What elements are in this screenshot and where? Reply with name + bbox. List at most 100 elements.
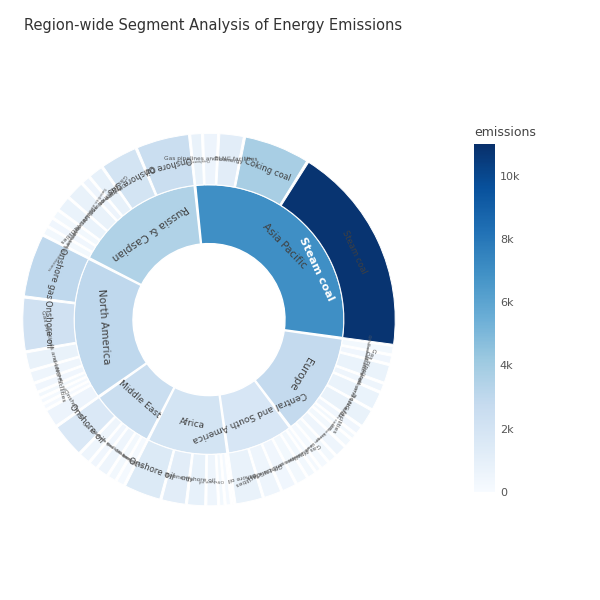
Wedge shape xyxy=(341,339,393,354)
Wedge shape xyxy=(41,377,88,403)
Wedge shape xyxy=(90,168,131,216)
Wedge shape xyxy=(302,412,344,455)
Text: Steam coal: Steam coal xyxy=(329,404,347,426)
Wedge shape xyxy=(291,424,328,467)
Text: Onshore oil: Onshore oil xyxy=(227,470,260,482)
Wedge shape xyxy=(74,259,146,396)
Wedge shape xyxy=(296,419,335,461)
Text: Onshore oil: Onshore oil xyxy=(62,389,84,420)
Text: Offshore gas: Offshore gas xyxy=(91,188,115,210)
Text: Bioenergy: Bioenergy xyxy=(335,391,355,419)
Text: Onshore oil: Onshore oil xyxy=(127,457,175,482)
Wedge shape xyxy=(89,185,200,284)
Text: Offshore oil: Offshore oil xyxy=(181,476,215,484)
Text: Offshore oil: Offshore oil xyxy=(60,231,76,255)
Wedge shape xyxy=(25,236,88,302)
Wedge shape xyxy=(137,134,194,195)
Wedge shape xyxy=(53,211,100,245)
Wedge shape xyxy=(59,199,107,239)
Text: Other: Other xyxy=(303,440,315,451)
Text: Onshore oil: Onshore oil xyxy=(145,154,193,175)
Wedge shape xyxy=(340,346,392,364)
Wedge shape xyxy=(273,434,307,484)
Wedge shape xyxy=(226,453,234,504)
Wedge shape xyxy=(117,437,147,485)
Wedge shape xyxy=(217,134,244,187)
Wedge shape xyxy=(103,149,155,209)
Wedge shape xyxy=(44,227,92,257)
Wedge shape xyxy=(334,367,383,391)
Text: Onshore oil: Onshore oil xyxy=(43,299,53,348)
Text: Asia Pacific: Asia Pacific xyxy=(261,222,309,271)
Wedge shape xyxy=(207,454,218,506)
Text: Onshore gas: Onshore gas xyxy=(106,163,157,196)
Wedge shape xyxy=(287,428,320,472)
Text: Gas pipelines and LNG facilities: Gas pipelines and LNG facilities xyxy=(164,156,257,162)
Wedge shape xyxy=(49,219,95,251)
Text: Satellite-detected large oil and gas emissions: Satellite-detected large oil and gas emi… xyxy=(47,186,107,271)
Wedge shape xyxy=(83,178,122,220)
Wedge shape xyxy=(148,388,227,454)
Text: Steam coal: Steam coal xyxy=(305,430,326,449)
Text: Steam coal: Steam coal xyxy=(71,205,95,234)
Text: Gas pipelines and LNG facilities: Gas pipelines and LNG facilities xyxy=(40,310,65,402)
Text: Offshore oil: Offshore oil xyxy=(199,478,224,482)
Wedge shape xyxy=(220,380,290,453)
Wedge shape xyxy=(196,185,344,338)
Wedge shape xyxy=(23,298,76,351)
Wedge shape xyxy=(221,454,230,505)
Text: Bioenergy: Bioenergy xyxy=(214,156,244,164)
Wedge shape xyxy=(44,382,91,409)
Text: Middle East: Middle East xyxy=(117,379,163,420)
Text: Bioenergy: Bioenergy xyxy=(163,472,194,482)
Wedge shape xyxy=(203,133,218,185)
Text: Offshore oil: Offshore oil xyxy=(364,334,371,359)
Wedge shape xyxy=(99,364,174,439)
Wedge shape xyxy=(281,162,395,344)
Wedge shape xyxy=(187,454,206,506)
Text: Gas pipelines and LNG facilities: Gas pipelines and LNG facilities xyxy=(235,442,322,487)
Text: Gas pipelines and LNG facilities: Gas pipelines and LNG facilities xyxy=(331,347,376,433)
Wedge shape xyxy=(98,428,135,475)
Wedge shape xyxy=(308,407,351,446)
Text: Onshore gas: Onshore gas xyxy=(352,365,365,392)
Wedge shape xyxy=(31,358,82,382)
Wedge shape xyxy=(249,444,281,497)
Wedge shape xyxy=(336,353,389,382)
Text: Gas pipelines and LNG facilities: Gas pipelines and LNG facilities xyxy=(81,422,137,469)
Wedge shape xyxy=(162,450,192,504)
Text: Offshore oil: Offshore oil xyxy=(355,350,370,383)
Text: Onshore gas: Onshore gas xyxy=(277,450,302,467)
Text: Central and South America: Central and South America xyxy=(191,389,308,445)
Text: Russia & Caspian: Russia & Caspian xyxy=(109,203,189,262)
Text: Onshore gas: Onshore gas xyxy=(43,246,68,299)
Text: Steam coal: Steam coal xyxy=(341,229,368,275)
Text: North America: North America xyxy=(96,289,112,365)
Text: Africa: Africa xyxy=(178,417,205,430)
Text: Onshore oil: Onshore oil xyxy=(68,403,106,445)
Wedge shape xyxy=(125,440,173,499)
Wedge shape xyxy=(236,137,307,205)
Text: Gas pipelines and LNG facilities: Gas pipelines and LNG facilities xyxy=(59,173,128,244)
Wedge shape xyxy=(26,344,79,370)
Wedge shape xyxy=(217,454,224,505)
Wedge shape xyxy=(47,386,98,425)
Wedge shape xyxy=(38,373,86,397)
Text: Europe: Europe xyxy=(286,355,313,391)
Wedge shape xyxy=(80,417,122,461)
Wedge shape xyxy=(90,424,127,467)
Text: Steam coal: Steam coal xyxy=(121,453,144,468)
Text: Region-wide Segment Analysis of Energy Emissions: Region-wide Segment Analysis of Energy E… xyxy=(24,18,402,33)
Text: Offshore oil: Offshore oil xyxy=(113,448,137,465)
Text: emissions: emissions xyxy=(474,125,536,139)
Text: Coking coal: Coking coal xyxy=(244,157,292,184)
Text: Onshore gas: Onshore gas xyxy=(104,442,129,461)
Wedge shape xyxy=(328,373,380,409)
Text: Bioenergy: Bioenergy xyxy=(287,446,308,461)
Wedge shape xyxy=(69,184,116,230)
Wedge shape xyxy=(229,449,262,504)
Wedge shape xyxy=(191,134,203,185)
Wedge shape xyxy=(313,403,355,439)
Wedge shape xyxy=(34,367,85,391)
Text: Steam coal: Steam coal xyxy=(298,236,336,303)
